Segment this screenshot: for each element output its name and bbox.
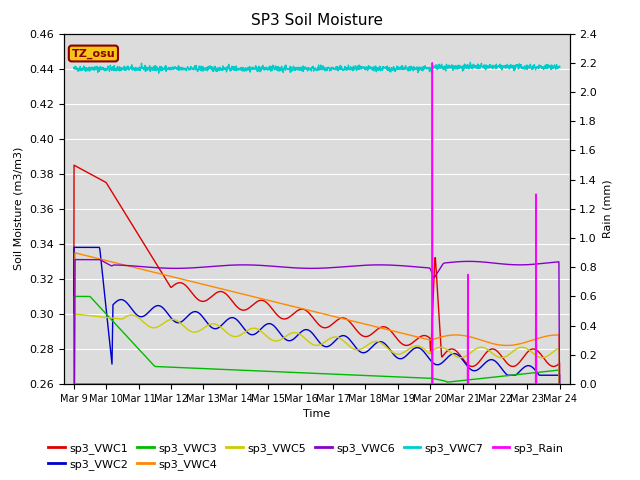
Legend: sp3_VWC1, sp3_VWC2, sp3_VWC3, sp3_VWC4, sp3_VWC5, sp3_VWC6, sp3_VWC7, sp3_Rain: sp3_VWC1, sp3_VWC2, sp3_VWC3, sp3_VWC4, … bbox=[44, 438, 568, 474]
Title: SP3 Soil Moisture: SP3 Soil Moisture bbox=[251, 13, 383, 28]
Y-axis label: Soil Moisture (m3/m3): Soil Moisture (m3/m3) bbox=[14, 147, 24, 271]
Y-axis label: Rain (mm): Rain (mm) bbox=[603, 180, 612, 238]
X-axis label: Time: Time bbox=[303, 409, 330, 419]
Text: TZ_osu: TZ_osu bbox=[72, 48, 115, 59]
